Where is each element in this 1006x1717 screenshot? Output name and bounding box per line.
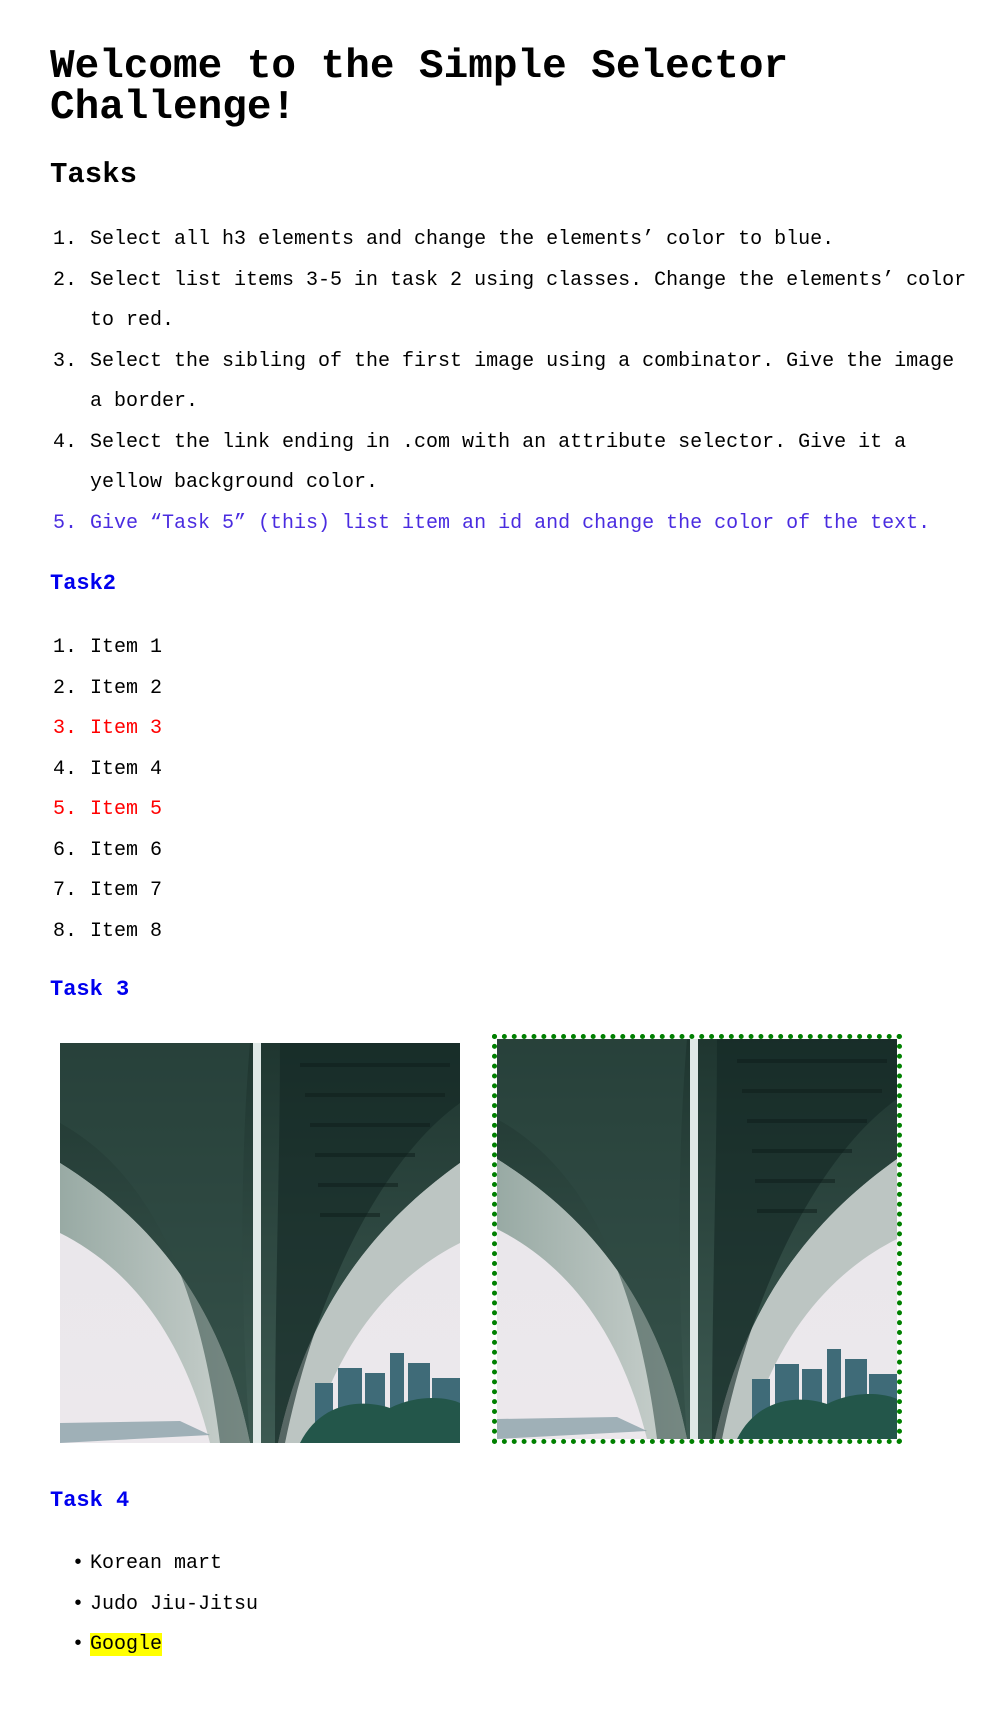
list-number: 7. (53, 879, 78, 902)
list-item: 3. Item 3 (50, 709, 970, 750)
bridge-photo-graphic (60, 1043, 460, 1443)
task-item-4: 4. Select the link ending in .com with an… (50, 423, 970, 504)
item-text: Item 3 (90, 717, 163, 740)
link-item-judo[interactable]: • Judo Jiu-Jitsu (50, 1585, 970, 1626)
list-item: 6. Item 6 (50, 831, 970, 872)
task-item-3: 3. Select the sibling of the first image … (50, 342, 970, 423)
item-text: Item 1 (90, 636, 163, 659)
link-text[interactable]: Judo Jiu-Jitsu (90, 1592, 259, 1616)
tasks-list: 1. Select all h3 elements and change the … (50, 220, 970, 544)
task3-heading: Task 3 (50, 977, 130, 1002)
list-number: 3. (53, 349, 78, 373)
list-item: 1. Item 1 (50, 628, 970, 669)
list-number: 6. (53, 838, 78, 862)
task-text: Give “Task 5” (this) list item an id and… (90, 511, 931, 535)
tasks-heading: Tasks (50, 158, 138, 191)
item-text: Item 4 (90, 757, 163, 781)
list-item: 7. Item 7 (50, 871, 970, 912)
list-number: 2. (53, 268, 78, 292)
link-item-google[interactable]: • Google (50, 1625, 970, 1666)
bullet-icon: • (72, 1552, 85, 1575)
item-text: Item 7 (90, 879, 163, 902)
task-text: Select the link ending in .com with an a… (90, 430, 907, 495)
bullet-icon: • (72, 1592, 85, 1616)
bullet-icon: • (72, 1633, 85, 1656)
page-title: Welcome to the Simple Selector Challenge… (50, 44, 789, 131)
list-number: 8. (53, 919, 78, 943)
list-number: 4. (53, 430, 78, 454)
list-number: 4. (53, 757, 78, 781)
list-item: 5. Item 5 (50, 790, 970, 831)
task4-heading: Task 4 (50, 1488, 130, 1513)
link-text[interactable]: Korean mart (90, 1552, 223, 1575)
list-number: 5. (53, 798, 78, 821)
task-text: Select list items 3-5 in task 2 using cl… (90, 268, 967, 333)
list-item: 2. Item 2 (50, 669, 970, 710)
item-text: Item 2 (90, 676, 163, 700)
task-text: Select all h3 elements and change the el… (90, 228, 835, 251)
list-number: 1. (53, 228, 78, 251)
task-text: Select the sibling of the first image us… (90, 349, 955, 414)
link-item-korean-mart[interactable]: • Korean mart (50, 1544, 970, 1585)
task-item-1: 1. Select all h3 elements and change the … (50, 220, 970, 261)
task2-list: 1. Item 1 2. Item 2 3. Item 3 4. Item 4 5. It… (50, 628, 970, 952)
bridge-photo-graphic (497, 1039, 897, 1439)
task-item-5: 5. Give “Task 5” (this) list item an id a… (50, 504, 970, 545)
task2-heading: Task2 (50, 571, 117, 596)
list-number: 1. (53, 636, 78, 659)
item-text: Item 5 (90, 798, 163, 821)
item-text: Item 6 (90, 838, 163, 862)
item-text: Item 8 (90, 919, 163, 943)
list-item: 8. Item 8 (50, 912, 970, 953)
link-text[interactable]: Google (90, 1633, 163, 1656)
list-number: 2. (53, 676, 78, 700)
list-item: 4. Item 4 (50, 750, 970, 791)
bridge-image-2-bordered (492, 1034, 902, 1444)
task4-links-list: • Korean mart • Judo Jiu-Jitsu • Google (50, 1544, 970, 1666)
task-item-2: 2. Select list items 3-5 in task 2 using … (50, 261, 970, 342)
bridge-image-1 (60, 1043, 460, 1443)
list-number: 3. (53, 717, 78, 740)
list-number: 5. (53, 511, 78, 535)
